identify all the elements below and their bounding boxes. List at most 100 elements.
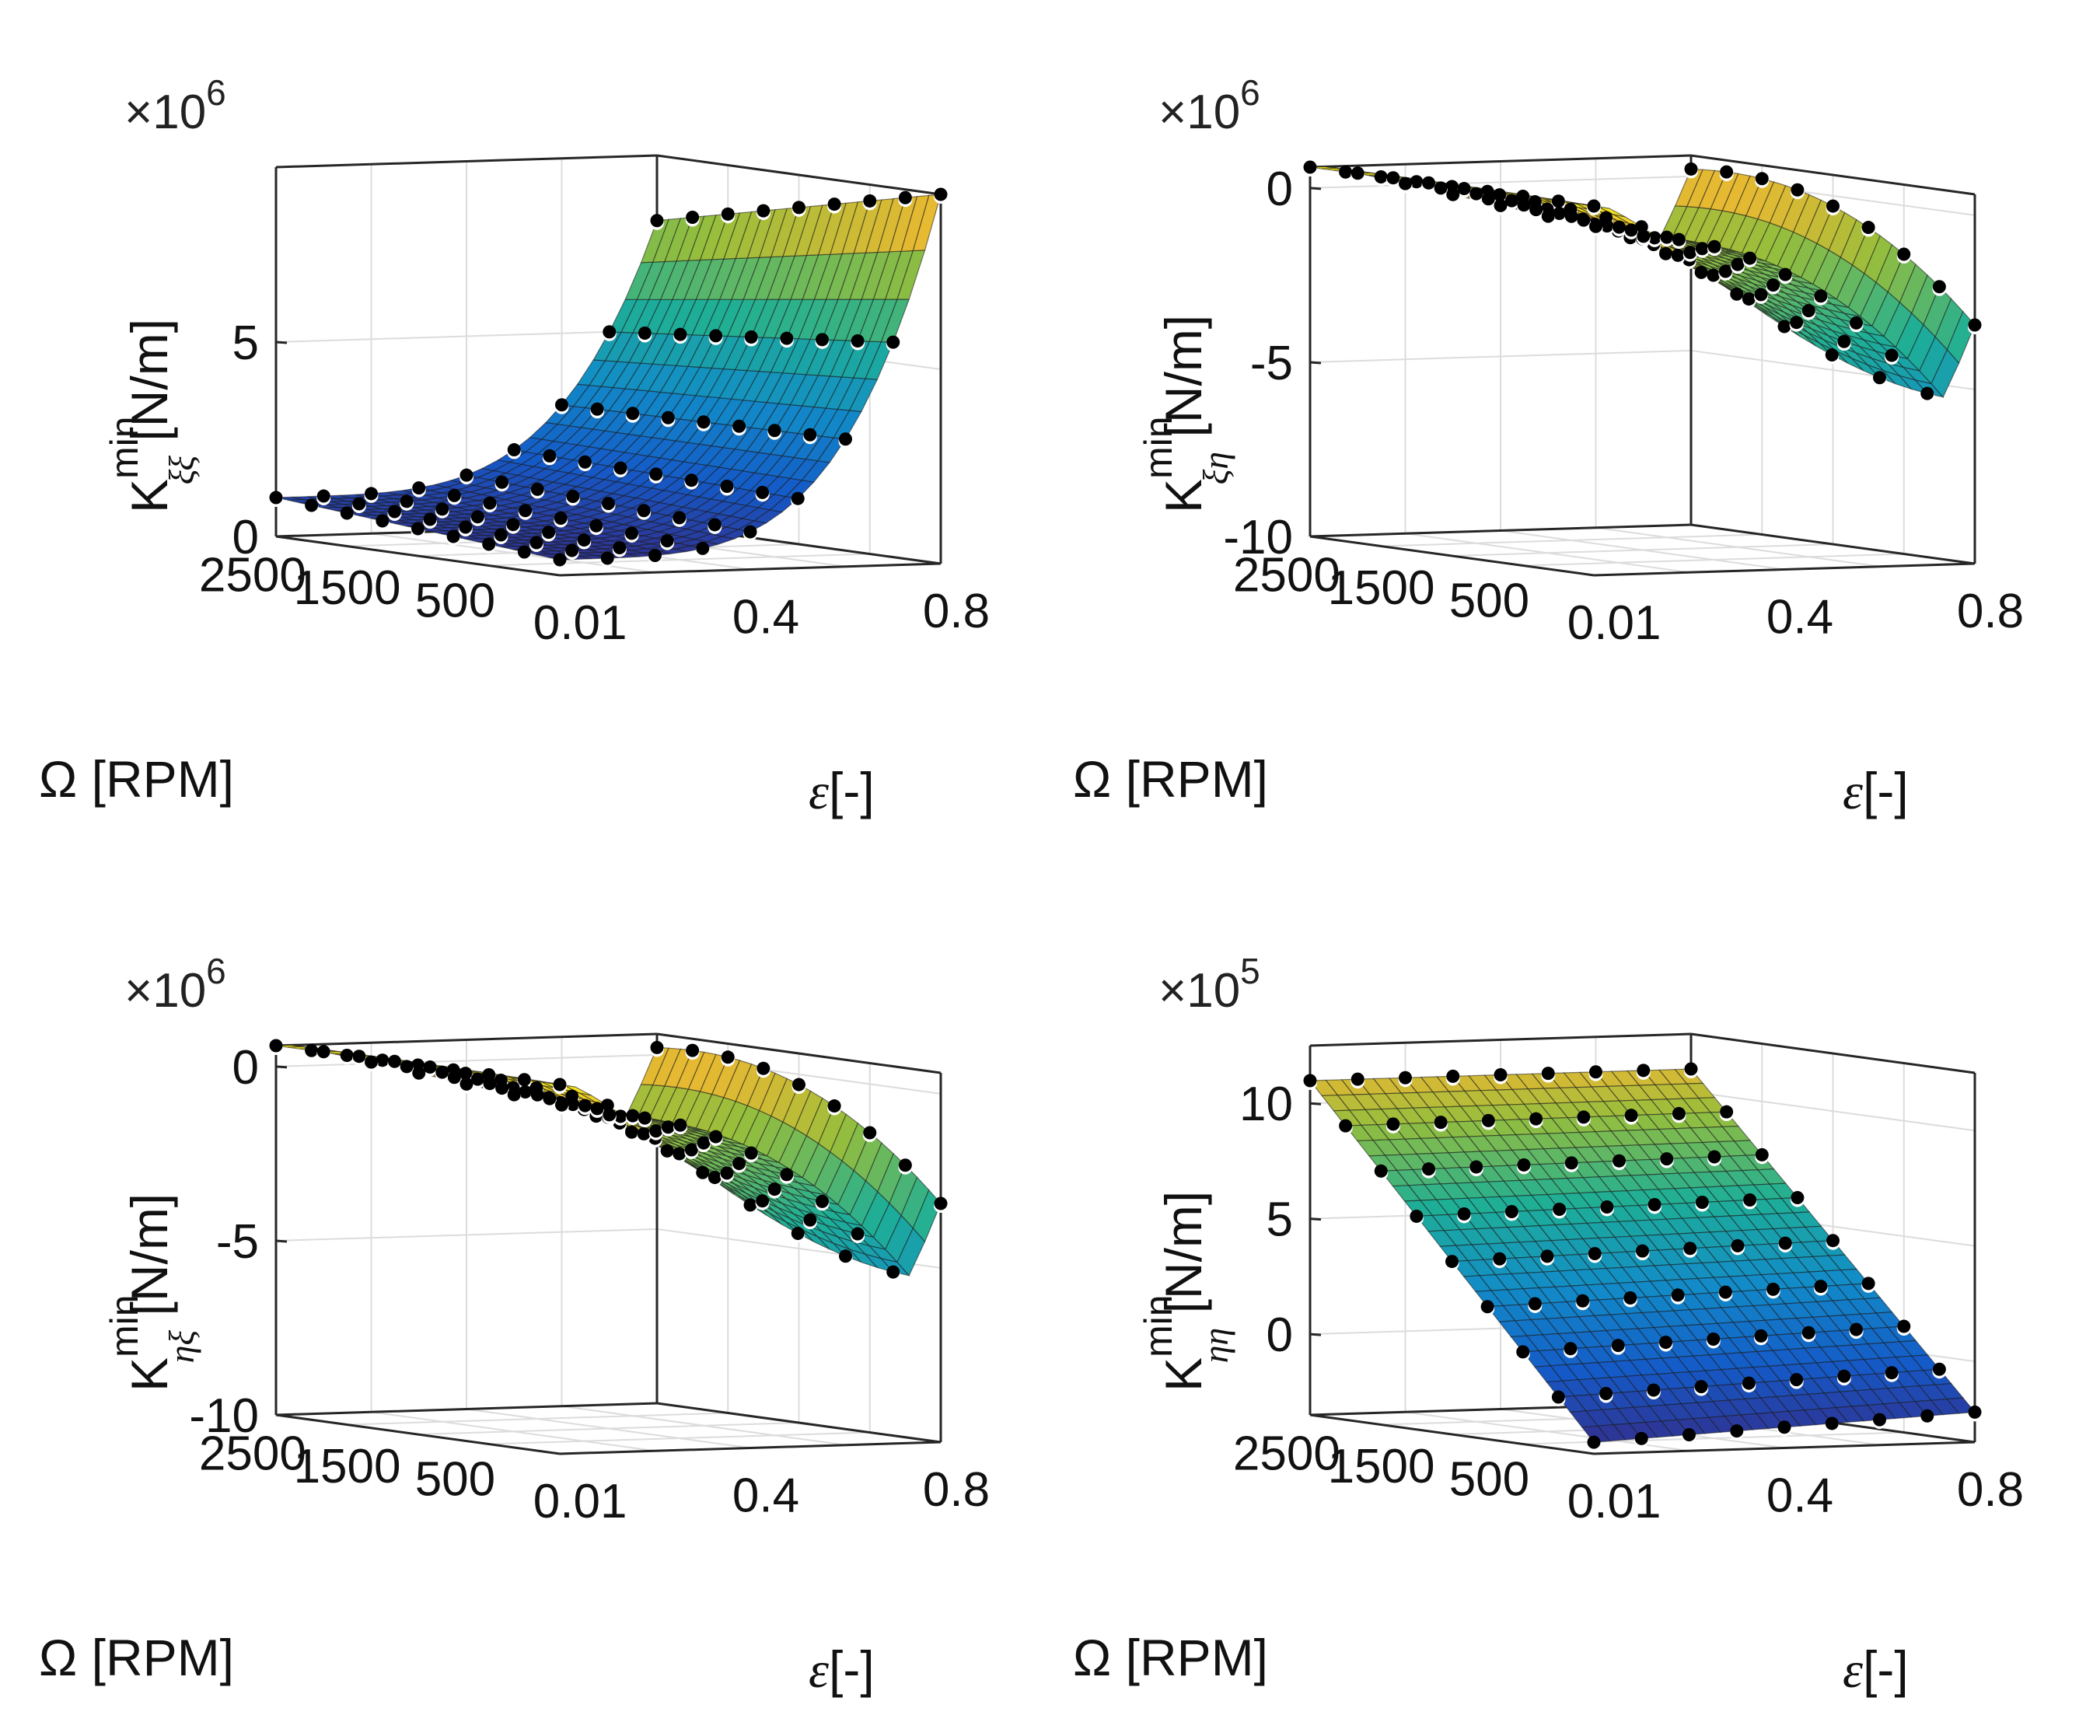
data-point <box>1339 1119 1353 1133</box>
data-point <box>530 482 544 496</box>
data-point <box>696 1165 710 1179</box>
data-point <box>1801 304 1815 318</box>
data-point <box>483 496 497 510</box>
data-point <box>1766 278 1780 292</box>
data-point <box>1825 348 1839 362</box>
data-point <box>1303 1074 1317 1088</box>
data-point <box>1826 1234 1840 1248</box>
data-point <box>1778 1236 1792 1250</box>
data-point <box>565 543 579 557</box>
data-point <box>1540 1249 1554 1263</box>
z-multiplier: ×106 <box>124 72 226 139</box>
data-point <box>684 473 698 487</box>
data-point <box>1720 1105 1734 1119</box>
data-point <box>721 207 735 221</box>
data-point <box>1422 1162 1435 1176</box>
x-tick-label: 1500 <box>1328 1440 1435 1493</box>
data-point <box>376 514 390 528</box>
z-tick-label: -5 <box>1250 337 1293 390</box>
data-point <box>352 1050 366 1064</box>
data-point <box>1777 1420 1791 1434</box>
data-point <box>791 1227 805 1241</box>
x-axis-label: Ω [RPM] <box>39 750 234 808</box>
data-point <box>1754 1329 1768 1343</box>
data-point <box>1634 1431 1648 1445</box>
data-point <box>1873 1413 1886 1427</box>
data-point <box>720 1166 734 1180</box>
z-tick-label: -5 <box>216 1215 259 1269</box>
data-point <box>1730 287 1744 301</box>
data-point <box>886 335 900 349</box>
y-ticks: 0.01 0.4 0.8 <box>533 1463 990 1528</box>
data-point <box>1790 316 1804 330</box>
data-point <box>637 504 651 518</box>
data-point <box>756 204 770 218</box>
data-point <box>447 1071 461 1085</box>
data-point <box>1374 1164 1388 1178</box>
data-point <box>459 468 473 482</box>
z-ticks: 0 -5 -10 <box>1223 162 1322 564</box>
data-point <box>1517 198 1531 212</box>
data-point <box>1577 213 1591 227</box>
data-point <box>638 327 652 341</box>
data-point <box>517 545 531 559</box>
data-point <box>316 489 330 503</box>
data-point <box>756 1194 770 1208</box>
data-point <box>684 1143 698 1157</box>
data-point <box>1791 183 1805 197</box>
data-point <box>470 510 484 524</box>
data-point <box>543 1092 557 1106</box>
data-point <box>613 1109 627 1123</box>
data-point <box>1528 1297 1542 1311</box>
data-point <box>1790 1373 1804 1387</box>
data-point <box>400 1060 414 1074</box>
data-point <box>1683 246 1697 260</box>
z-tick-label: -10 <box>189 1389 259 1443</box>
x-tick-label: 1500 <box>294 1440 401 1493</box>
data-point <box>803 1213 817 1227</box>
data-point <box>1814 1280 1828 1294</box>
data-point <box>1504 1204 1518 1218</box>
data-point <box>1932 280 1946 294</box>
data-point <box>555 1098 568 1112</box>
data-point <box>673 327 687 341</box>
data-point <box>1731 1238 1745 1252</box>
z-multiplier: ×106 <box>1158 72 1260 139</box>
data-point <box>1624 1109 1638 1123</box>
z-ticks: 0 5 10 <box>1239 1078 1322 1362</box>
z-tick-label: -10 <box>1223 511 1293 564</box>
data-point <box>1529 203 1543 217</box>
y-ticks: 0.01 0.4 0.8 <box>1567 585 2024 650</box>
data-point <box>1350 166 1364 180</box>
y-axis-label: ε[-] <box>1843 762 1909 820</box>
data-point <box>673 1147 687 1161</box>
data-point <box>1553 207 1567 221</box>
data-point <box>1731 257 1745 271</box>
data-point <box>686 211 700 225</box>
data-point <box>517 1073 531 1087</box>
data-point <box>495 1081 509 1095</box>
x-axis-label: Ω [RPM] <box>1073 1629 1268 1686</box>
x-tick-label: 500 <box>1449 575 1529 628</box>
data-point <box>780 1168 794 1182</box>
data-point <box>721 1050 735 1064</box>
data-point <box>898 190 912 204</box>
data-point <box>589 519 603 533</box>
data-point <box>686 1043 700 1057</box>
z-tick-label: 0 <box>232 511 259 564</box>
y-tick-label: 0.8 <box>1957 1463 2024 1517</box>
data-point <box>423 512 437 526</box>
data-point <box>1577 1110 1591 1124</box>
data-point <box>625 1125 638 1139</box>
data-point <box>1730 1424 1744 1438</box>
data-point <box>650 1040 664 1054</box>
x-tick-label: 500 <box>415 1453 495 1507</box>
data-point <box>1742 292 1756 306</box>
data-point <box>1553 1202 1567 1216</box>
data-point <box>1481 192 1495 206</box>
data-point <box>649 467 663 481</box>
